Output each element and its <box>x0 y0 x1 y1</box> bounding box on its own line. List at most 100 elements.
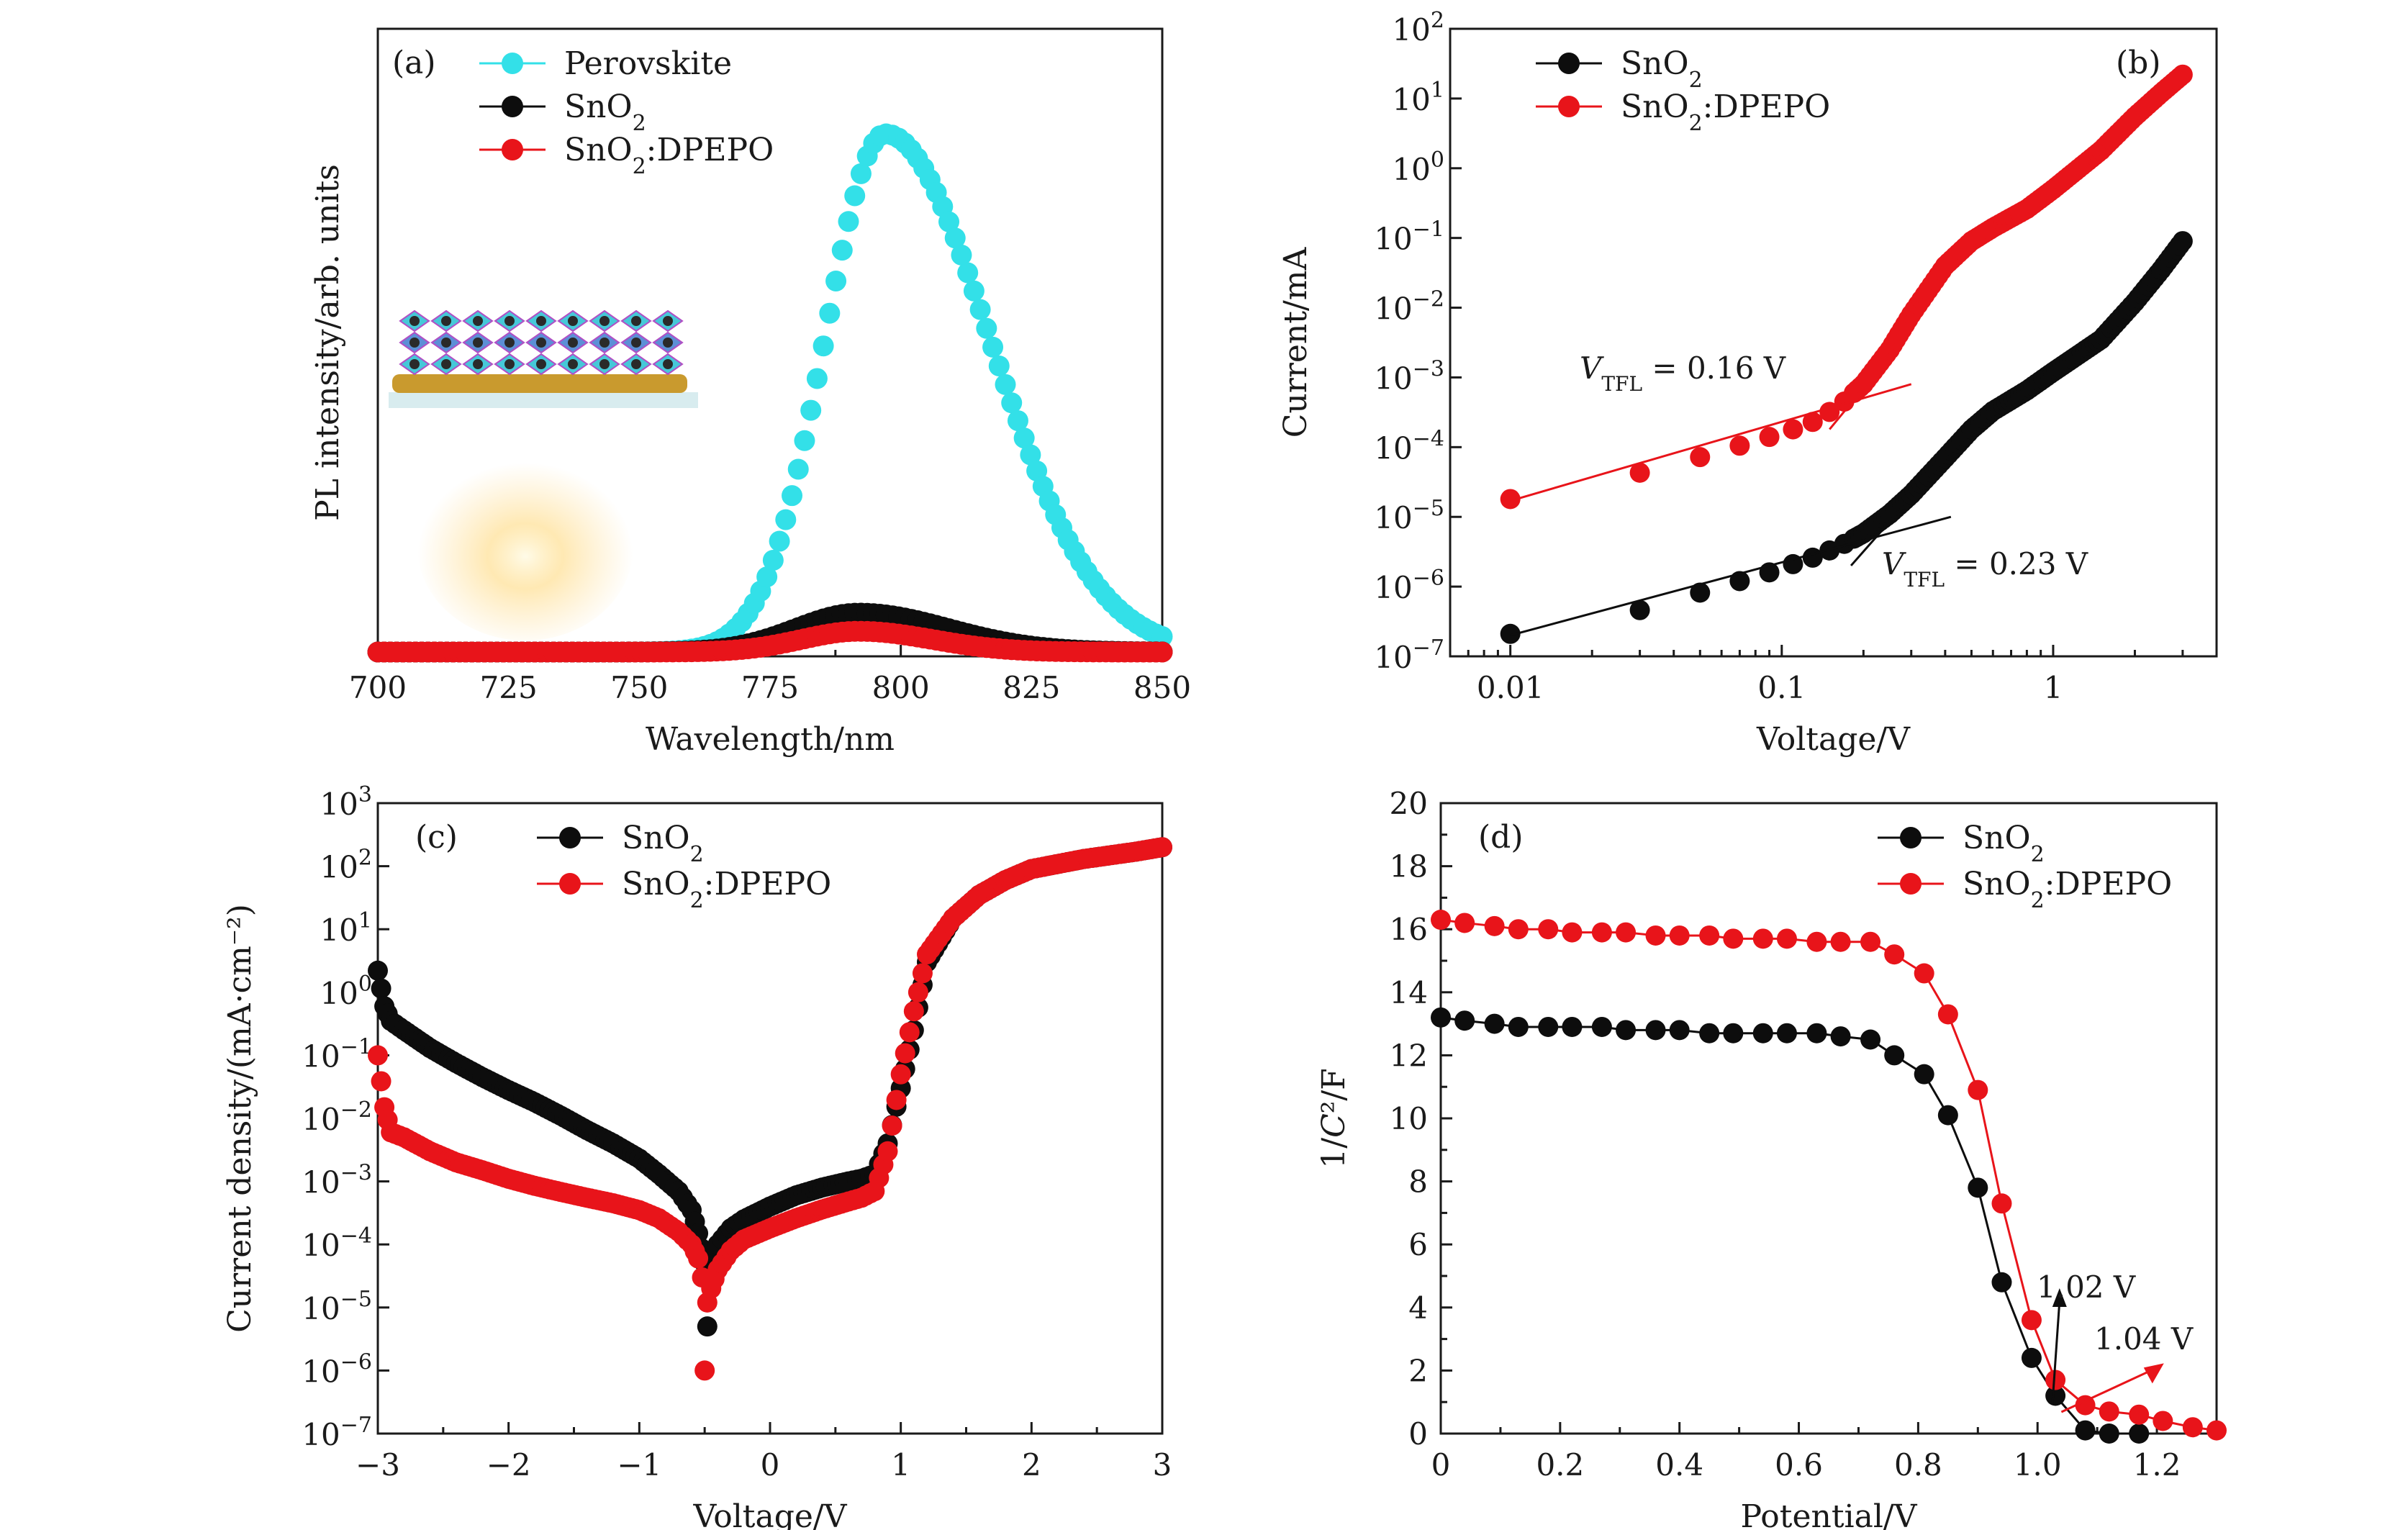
data-point-sno2 <box>1508 1016 1529 1037</box>
substrate <box>389 392 698 408</box>
data-point-sno2-dpepo <box>1431 910 1451 931</box>
y-tick-label: 10−1 <box>302 1034 372 1074</box>
arrow-shaft <box>2060 1370 2152 1413</box>
data-point-perovskite <box>756 566 778 588</box>
data-point-sno2-dpepo <box>1991 1193 2012 1214</box>
sno2-layer <box>392 374 687 393</box>
perovskite-cation <box>663 316 673 326</box>
perovskite-cation <box>441 338 451 348</box>
y-tick-label: 100 <box>320 972 372 1011</box>
x-tick-label: 700 <box>349 670 407 705</box>
y-axis-label: Current/mA <box>1277 247 1314 438</box>
y-axis-label: Current density/(mA·cm⁻²) <box>222 904 258 1333</box>
data-point-sno2-dpepo <box>1759 427 1780 448</box>
data-point-sno2 <box>1616 1020 1637 1041</box>
data-point-sno2 <box>1699 1023 1720 1044</box>
data-point-perovskite <box>951 244 972 266</box>
data-point-sno2-dpepo <box>1538 919 1559 940</box>
x-tick-label: −3 <box>356 1447 400 1483</box>
data-point-perovskite <box>1007 410 1028 432</box>
y-tick-label: 10−3 <box>302 1161 372 1200</box>
data-point-sno2-dpepo <box>1669 925 1690 946</box>
data-point-perovskite <box>1001 392 1023 414</box>
y-tick-label: 10−2 <box>302 1097 372 1137</box>
data-point-sno2-dpepo <box>2206 1420 2227 1441</box>
x-tick-label: 0 <box>1431 1447 1451 1483</box>
data-point-sno2-dpepo <box>1484 915 1505 936</box>
data-point-sno2 <box>1914 1064 1934 1085</box>
panel-d: 0 0.2 0.4 0.6 0.8 1.0 1.2 0 2 4 6 8 10 12 14 16 18 20 Pote… <box>1316 786 2227 1530</box>
data-point-sno2-dpepo <box>371 1071 391 1092</box>
perovskite-cation <box>473 338 483 348</box>
series-sno2-dpepo <box>1500 64 2193 510</box>
data-point-sno2 <box>371 978 391 999</box>
x-tick-label: 1 <box>891 1447 910 1483</box>
data-point-sno2 <box>1454 1010 1475 1031</box>
perovskite-cation <box>409 338 420 348</box>
y-tick-label: 10−2 <box>1374 287 1444 327</box>
perovskite-cation <box>536 359 546 369</box>
data-point-sno2-dpepo <box>907 982 928 1002</box>
data-point-perovskite <box>938 211 960 232</box>
perovskite-cation <box>631 316 641 326</box>
data-point-sno2-dpepo <box>1454 913 1475 933</box>
data-point-sno2 <box>2099 1423 2119 1444</box>
y-tick-label: 4 <box>1408 1290 1428 1326</box>
panel-label: (c) <box>415 819 458 856</box>
legend-0-legend-marker <box>1900 827 1922 848</box>
data-point-sno2 <box>1884 1045 1905 1066</box>
data-point-sno2-dpepo <box>890 1064 911 1085</box>
y-tick-label: 101 <box>1392 78 1444 117</box>
data-point-perovskite <box>819 302 841 324</box>
data-point-sno2 <box>1645 1020 1666 1041</box>
y-tick-label: 8 <box>1408 1164 1428 1200</box>
vtfl-annotation-sno2: VTFL = 0.23 V <box>1882 546 2088 592</box>
data-point-sno2 <box>2021 1347 2042 1368</box>
data-point-sno2 <box>1431 1007 1451 1028</box>
x-tick-label: 800 <box>872 670 930 705</box>
data-point-perovskite <box>850 163 872 184</box>
series-sno2-dpepo <box>367 620 1173 663</box>
y-tick-label: 10−5 <box>302 1287 372 1326</box>
data-point-sno2-dpepo <box>899 1022 920 1043</box>
data-point-sno2 <box>1860 1029 1881 1050</box>
fit-line <box>1829 374 1876 430</box>
legend-0-legend-label: SnO2 <box>1963 820 2045 867</box>
perovskite-cation <box>599 338 610 348</box>
data-point-perovskite <box>976 317 997 339</box>
data-point-sno2 <box>1968 1177 1988 1198</box>
data-point-sno2-dpepo <box>877 1141 898 1162</box>
data-point-perovskite <box>769 530 790 552</box>
data-point-sno2-dpepo <box>2182 1417 2203 1438</box>
inset-illustration <box>389 309 698 640</box>
perovskite-cation <box>663 338 673 348</box>
legend-1-legend-label: SnO2 <box>564 89 646 136</box>
y-axis-label: PL intensity/arb. units <box>309 164 346 521</box>
x-tick-label: 0 <box>761 1447 780 1483</box>
y-tick-label: 103 <box>320 782 372 822</box>
data-point-sno2-dpepo <box>1968 1079 1988 1100</box>
perovskite-cation <box>504 338 515 348</box>
data-point-sno2 <box>1937 1105 1958 1126</box>
data-point-sno2-dpepo <box>1723 928 1744 949</box>
data-point-sno2-dpepo <box>1802 412 1823 433</box>
x-tick-label: −2 <box>486 1447 531 1483</box>
data-point-sno2-dpepo <box>368 1045 388 1066</box>
perovskite-cation <box>568 316 578 326</box>
legend-0-legend-marker <box>502 53 523 74</box>
legend-2-legend-marker <box>502 139 523 160</box>
legend-2-legend-label: SnO2:DPEPO <box>564 132 774 179</box>
data-point-sno2 <box>1991 1272 2012 1293</box>
series-sno2-dpepo <box>368 837 1172 1381</box>
data-point-sno2-dpepo <box>2045 1370 2066 1390</box>
data-point-sno2-dpepo <box>903 1001 924 1022</box>
perovskite-cation <box>504 359 515 369</box>
data-point-sno2 <box>368 960 388 981</box>
data-point-perovskite <box>963 280 985 302</box>
perovskite-cation <box>599 316 610 326</box>
y-tick-label: 6 <box>1408 1227 1428 1262</box>
data-point-sno2 <box>1484 1013 1505 1034</box>
fit-line <box>1510 383 1912 502</box>
